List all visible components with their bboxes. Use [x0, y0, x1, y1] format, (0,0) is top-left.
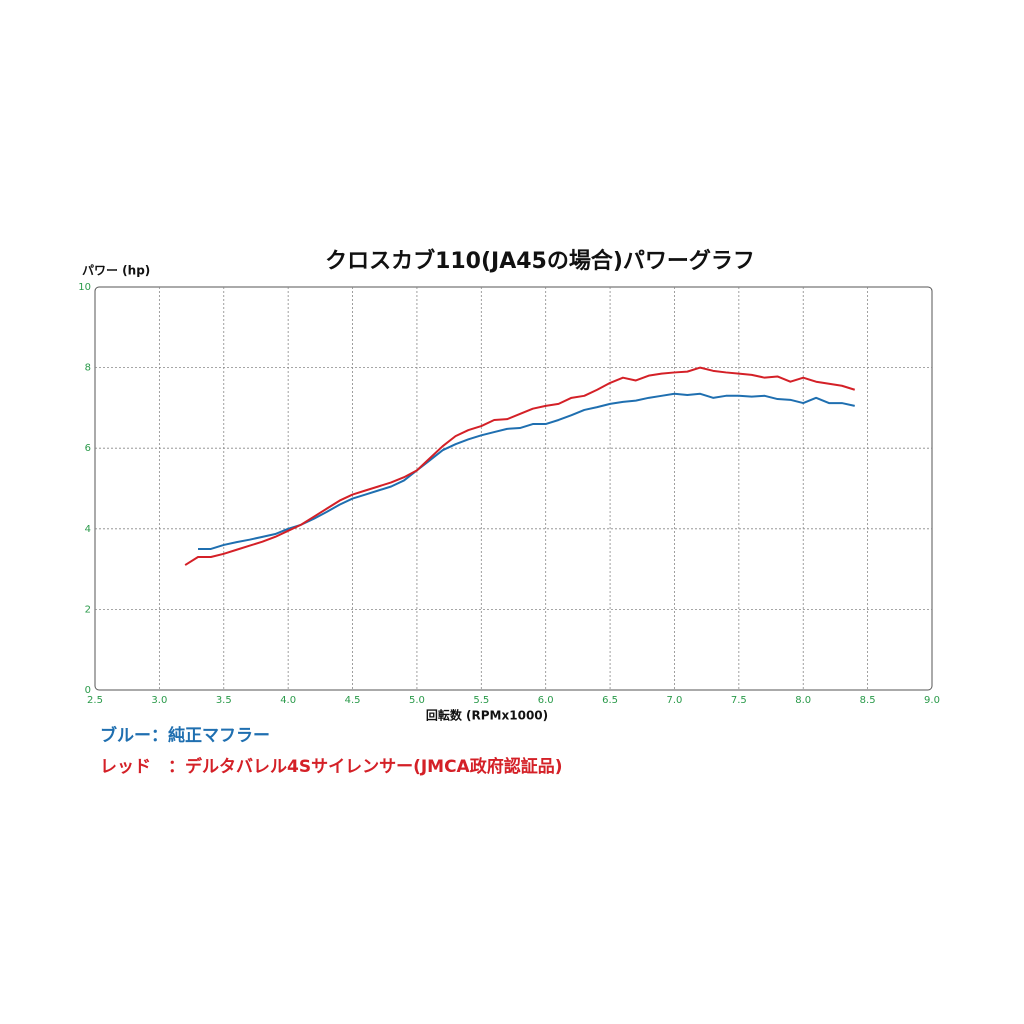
y-tick-label: 6 — [85, 443, 91, 454]
y-axis-label: パワー (hp) — [82, 264, 150, 278]
x-tick-label: 6.0 — [538, 695, 554, 706]
legend-entry: レッド ：デルタバレル4Sサイレンサー(JMCA政府認証品) — [100, 756, 563, 777]
legend-entry: ブルー：純正マフラー — [100, 725, 270, 746]
x-axis-label: 回転数 (RPMx1000) — [426, 708, 548, 723]
y-tick-label: 0 — [85, 685, 91, 696]
y-tick-label: 2 — [85, 604, 91, 615]
x-tick-label: 5.5 — [473, 695, 489, 706]
power-line — [198, 392, 855, 550]
power-line — [184, 366, 856, 566]
x-tick-label: 7.5 — [731, 695, 747, 706]
plot-frame — [94, 286, 933, 691]
x-tick-label: 4.5 — [345, 695, 361, 706]
y-tick-label: 8 — [85, 363, 91, 374]
x-tick-label: 2.5 — [87, 695, 103, 706]
x-tick-label: 5.0 — [409, 695, 425, 706]
x-tick-label: 7.0 — [667, 695, 683, 706]
y-tick-label: 10 — [78, 282, 91, 293]
y-tick-label: 4 — [85, 524, 91, 535]
x-tick-label: 8.5 — [860, 695, 876, 706]
x-tick-label: 8.0 — [795, 695, 811, 706]
x-tick-label: 6.5 — [602, 695, 618, 706]
x-tick-label: 3.5 — [216, 695, 232, 706]
chart-title: クロスカブ110(JA45の場合)パワーグラフ — [325, 248, 755, 274]
x-tick-label: 9.0 — [924, 695, 940, 706]
x-tick-label: 4.0 — [280, 695, 296, 706]
x-tick-label: 3.0 — [151, 695, 167, 706]
